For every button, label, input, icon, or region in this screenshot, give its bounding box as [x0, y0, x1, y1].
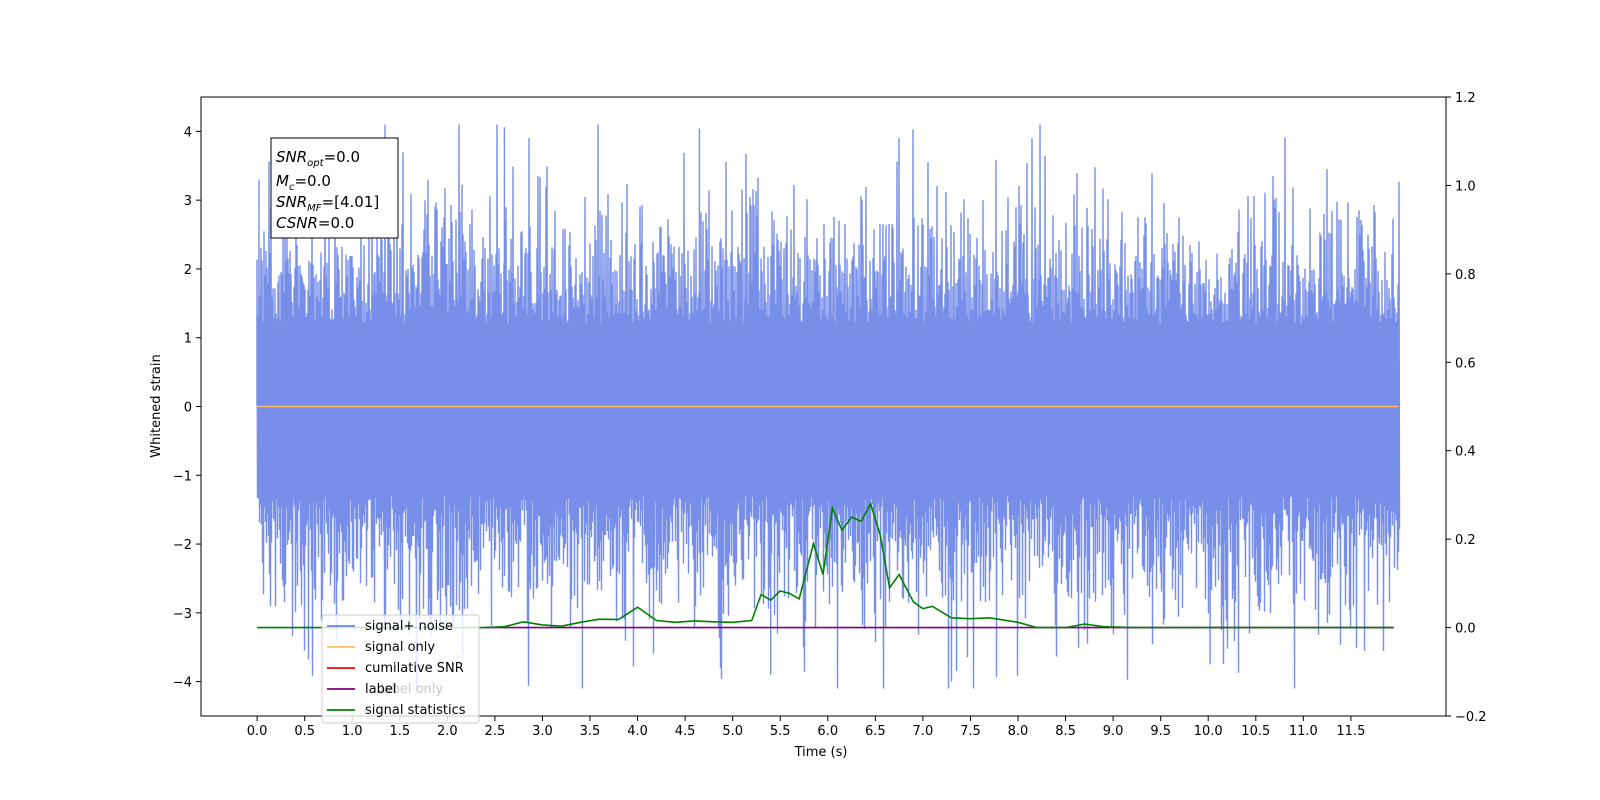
legend-label-signal-statistics: signal statistics	[365, 703, 466, 718]
x-tick-label: 0.0	[247, 724, 268, 739]
y-left-tick-label: 1	[184, 332, 192, 347]
y-left-tick-label: −4	[173, 676, 192, 691]
legend: signal+ noise signal only cumilative SNR…	[321, 614, 480, 724]
y-right-tick-label: 0.0	[1455, 622, 1476, 637]
snr-mf-text: SNRMF=[4.01]	[276, 193, 379, 214]
snr-opt-text: SNRopt=0.0	[276, 148, 360, 169]
x-tick-label: 9.0	[1103, 724, 1124, 739]
info-box-frame	[270, 137, 399, 239]
legend-label-cumulative-snr: cumilative SNR	[365, 661, 464, 676]
y-axis-left: −4 −3 −2 −1 0 1 2 3 4	[173, 125, 201, 691]
y-right-tick-label: 0.2	[1455, 533, 1476, 548]
y-left-tick-label: 4	[184, 125, 192, 140]
y-right-tick-label: 0.6	[1455, 356, 1476, 371]
x-tick-label: 5.0	[722, 724, 743, 739]
x-tick-label: 0.5	[294, 724, 315, 739]
x-tick-label: 7.5	[960, 724, 981, 739]
csnr-text: CSNR=0.0	[276, 214, 354, 232]
y-right-tick-label: 0.4	[1455, 445, 1476, 460]
legend-label-label-only: label only	[380, 682, 443, 697]
x-tick-label: 3.5	[580, 724, 601, 739]
x-axis: 0.0 0.5 1.0 1.5 2.0 2.5 3.0 3.5 4.0 4.5 5.0 5.5 6.0 6…	[247, 716, 1365, 739]
legend-label-signal-noise: signal+ noise	[365, 619, 453, 634]
x-tick-label: 8.0	[1008, 724, 1029, 739]
x-tick-label: 1.0	[342, 724, 363, 739]
y-right-tick-label: 0.8	[1455, 268, 1476, 283]
signal-noise-series	[256, 124, 1401, 689]
x-tick-label: 6.0	[817, 724, 838, 739]
signal-statistics-line	[257, 501, 1394, 629]
x-tick-label: 8.5	[1055, 724, 1076, 739]
x-tick-label: 2.0	[437, 724, 458, 739]
legend-label-signal-only: signal only	[365, 640, 435, 655]
x-tick-label: 6.5	[865, 724, 886, 739]
info-box: SNRopt=0.0 Mc=0.0 SNRMF=[4.01] CSNR=0.0	[270, 137, 399, 239]
x-axis-label: Time (s)	[794, 745, 848, 760]
y-left-tick-label: −3	[173, 607, 192, 622]
x-tick-label: 1.5	[389, 724, 410, 739]
legend-label-label: label	[365, 682, 396, 697]
y-axis-label: Whitened strain	[149, 354, 164, 457]
signal-noise-line	[256, 124, 1401, 689]
y-left-tick-label: 2	[184, 263, 192, 278]
x-tick-label: 7.0	[913, 724, 934, 739]
x-tick-label: 9.5	[1150, 724, 1171, 739]
x-tick-label: 3.0	[532, 724, 553, 739]
y-axis-right: −0.2 0.0 0.2 0.4 0.6 0.8 1.0 1.2	[1446, 91, 1487, 725]
y-left-tick-label: 0	[184, 401, 192, 416]
legend-frame	[321, 614, 480, 724]
y-right-tick-label: −0.2	[1455, 710, 1487, 725]
y-right-tick-label: 1.2	[1455, 91, 1476, 106]
mc-text: Mc=0.0	[276, 172, 331, 193]
x-tick-label: 11.0	[1289, 724, 1318, 739]
x-tick-label: 10.5	[1241, 724, 1270, 739]
x-tick-label: 5.5	[770, 724, 791, 739]
y-left-tick-label: 3	[184, 194, 192, 209]
x-tick-label: 4.0	[627, 724, 648, 739]
x-tick-label: 2.5	[485, 724, 506, 739]
y-left-tick-label: −1	[173, 469, 192, 484]
x-tick-label: 11.5	[1336, 724, 1365, 739]
y-right-tick-label: 1.0	[1455, 179, 1476, 194]
y-left-tick-label: −2	[173, 538, 192, 553]
x-tick-label: 4.5	[675, 724, 696, 739]
x-tick-label: 10.0	[1194, 724, 1223, 739]
